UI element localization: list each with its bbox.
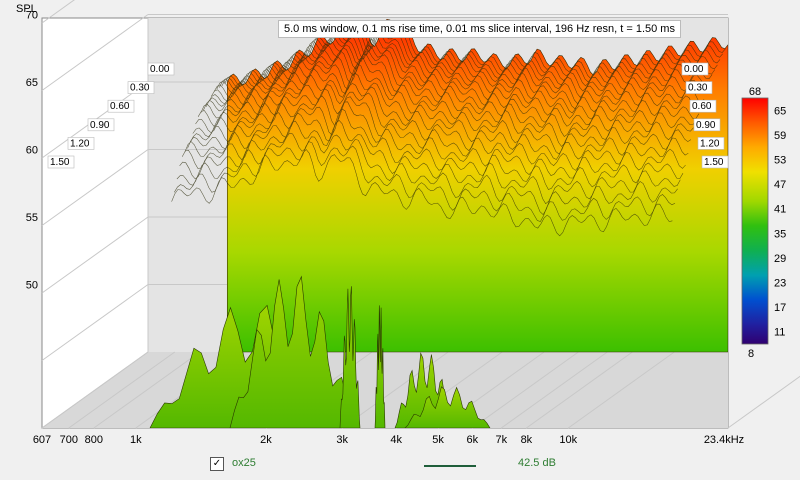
time-label: 0.90 [696, 120, 716, 131]
time-labels-left: 0.000.300.600.901.201.50 [47, 62, 175, 169]
floor [42, 352, 728, 428]
time-label: 1.20 [70, 138, 90, 149]
time-label-box [685, 81, 713, 94]
contour-lines [171, 21, 726, 237]
decay-slice [213, 33, 716, 99]
time-label-box [87, 118, 115, 132]
x-tick-label: 700 [60, 434, 78, 446]
decay-slice [208, 45, 710, 110]
time-label: 0.00 [150, 64, 170, 75]
x-tick-label: 4k [390, 434, 402, 446]
series-name: ox25 [232, 457, 256, 469]
time-label: 0.60 [110, 101, 130, 112]
y-tick-label: 70 [26, 10, 38, 22]
colorbar-tick: 41 [774, 204, 786, 216]
x-tick-label: 5k [432, 434, 444, 446]
decay-slice [200, 58, 702, 127]
time-label-box [689, 99, 717, 113]
y-tick-label: 60 [26, 145, 38, 157]
decay-slice [176, 132, 678, 216]
time-label-box [701, 155, 729, 169]
time-label: 1.20 [700, 138, 720, 149]
time-label: 0.90 [90, 120, 110, 131]
decay-slice [219, 27, 721, 91]
x-tick-label: 800 [85, 434, 103, 446]
time-label: 0.30 [130, 83, 150, 94]
decay-slice [197, 63, 700, 137]
front-slice-peak [404, 386, 491, 428]
series-value: 42.5 dB [518, 457, 556, 469]
y-axis-label: SPL [16, 3, 37, 15]
decay-slice [187, 95, 689, 171]
time-labels-right: 0.00 0.30 0.60 0.90 1.20 1.50 [681, 62, 729, 169]
info-text: 5.0 ms window, 0.1 ms rise time, 0.01 ms… [278, 20, 681, 38]
x-tick-label: 3k [336, 434, 348, 446]
decay-slice [179, 120, 681, 205]
decay-slice [174, 141, 676, 222]
decay-slice [184, 101, 686, 179]
colorbar-gradient [741, 97, 769, 345]
colorbar: 68 65 59 53 47 41 35 29 23 17 11 8 [741, 86, 786, 360]
x-tick-label: 1k [130, 434, 142, 446]
decay-slice [189, 88, 692, 160]
decay-slice [181, 108, 684, 190]
series-line-swatch [424, 465, 476, 467]
colorbar-tick: 29 [774, 253, 786, 265]
time-label-box [67, 137, 95, 150]
decay-slice [221, 24, 723, 89]
colorbar-tick: 68 [749, 86, 761, 98]
legend-row: ✓ ox25 42.5 dB [0, 456, 800, 474]
time-label: 1.50 [704, 157, 724, 168]
x-tick-labels: 607 700 800 1k 2k 3k 4k 5k 6k 7k 8k 10k 23.4kHz [33, 434, 744, 446]
x-tick-label: 10k [559, 434, 577, 446]
time-label: 0.30 [688, 83, 708, 94]
time-label-box [681, 62, 709, 76]
colorbar-tick: 17 [774, 302, 786, 314]
x-tick-label: 8k [521, 434, 533, 446]
time-label: 0.60 [692, 101, 712, 112]
colorbar-tick: 53 [774, 155, 786, 167]
front-slices [149, 275, 491, 428]
time-label-box [693, 118, 721, 132]
time-label-box [107, 99, 135, 113]
y-tick-label: 65 [26, 77, 38, 89]
colorbar-tick: 8 [748, 348, 754, 360]
decay-slice [203, 54, 705, 120]
x-tick-label: 2k [260, 434, 272, 446]
time-label-box [147, 62, 175, 76]
x-tick-label: 7k [495, 434, 507, 446]
colorbar-tick: 59 [774, 130, 786, 142]
x-tick-label: 23.4kHz [704, 434, 744, 446]
decay-slice [171, 149, 673, 237]
decay-slice [195, 72, 697, 147]
colorbar-tick: 23 [774, 278, 786, 290]
colorbar-ticks: 68 65 59 53 47 41 35 29 23 17 11 8 [748, 86, 786, 360]
time-label-box [697, 137, 725, 150]
x-tick-label: 6k [467, 434, 479, 446]
colorbar-tick: 35 [774, 228, 786, 240]
colorbar-tick: 47 [774, 179, 786, 191]
waterfall-surface [226, 18, 728, 353]
time-label: 0.00 [684, 64, 704, 75]
series-checkbox[interactable]: ✓ [210, 457, 224, 471]
front-slice-peak [229, 275, 356, 428]
front-slice-peak [374, 305, 386, 428]
colorbar-tick: 65 [774, 105, 786, 117]
y-tick-label: 50 [26, 280, 38, 292]
front-slice-peak [339, 286, 361, 428]
time-label-box [47, 155, 75, 169]
time-label: 1.50 [50, 157, 70, 168]
time-label-box [127, 81, 155, 94]
decay-slice [216, 29, 718, 94]
y-tick-label: 55 [26, 212, 38, 224]
colorbar-tick: 11 [774, 327, 785, 339]
x-tick-label: 607 [33, 434, 51, 446]
y-tick-labels: 757065605550 [26, 10, 38, 292]
